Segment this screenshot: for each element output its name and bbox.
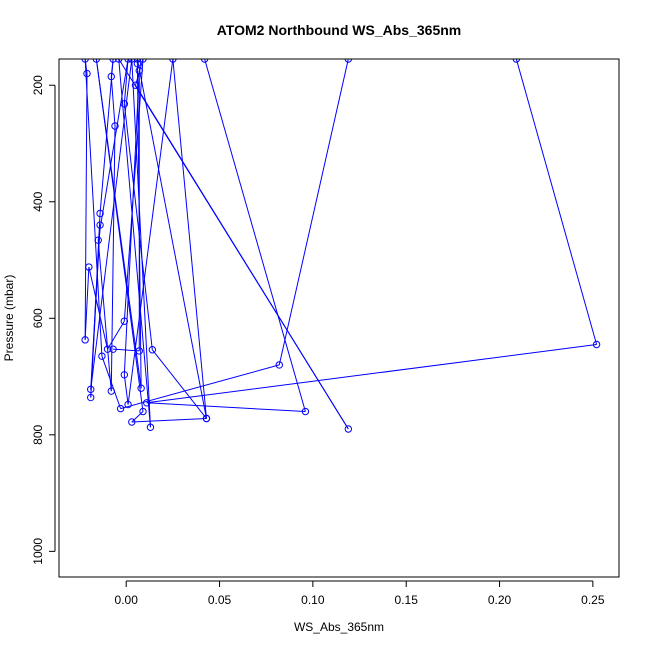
series-line-segment (131, 418, 207, 423)
series-line-segment (146, 402, 306, 413)
data-point (592, 340, 601, 349)
series-line-segment (107, 320, 125, 350)
y-tick-label: 1000 (31, 538, 45, 565)
data-point (109, 59, 117, 63)
series-line-segment (123, 70, 140, 375)
x-tick-label: 0.15 (395, 593, 419, 607)
data-point (135, 347, 143, 355)
data-point (103, 345, 112, 353)
series-line-segment (136, 59, 207, 419)
series-line-segment (110, 126, 116, 392)
series-line-segment (131, 59, 151, 428)
data-point (94, 236, 102, 244)
data-point (200, 59, 209, 63)
series-line-segment (110, 76, 116, 127)
series-line-segment (123, 59, 129, 104)
series-line-segment (118, 59, 349, 430)
data-point (120, 100, 129, 108)
data-point (344, 59, 353, 63)
data-point (116, 404, 125, 413)
series-line-segment (84, 59, 88, 74)
data-point (124, 400, 132, 409)
x-tick-label: 0.10 (301, 593, 325, 607)
data-point (109, 345, 117, 353)
series-line-segment (278, 59, 349, 366)
y-tick-label: 200 (31, 75, 45, 95)
series-line-segment (88, 266, 109, 350)
series-line-segment (84, 266, 90, 340)
chart-title: ATOM2 Northbound WS_Abs_365nm (217, 22, 462, 38)
data-point (512, 59, 521, 63)
series-line-segment (84, 59, 103, 357)
data-point (98, 352, 106, 360)
data-point (139, 59, 147, 63)
data-point (87, 385, 95, 394)
data-point (344, 425, 353, 433)
data-point (92, 59, 101, 63)
y-axis: 200 400 600 800 1000 (31, 75, 56, 565)
series-line-segment (97, 59, 129, 241)
data-point (83, 69, 91, 78)
data-point (96, 209, 104, 218)
series-line-segment (204, 59, 306, 412)
plot-frame (58, 58, 620, 578)
series-layer (81, 59, 601, 433)
data-point (301, 407, 310, 416)
series-line-segment (515, 59, 598, 345)
data-point (135, 66, 143, 75)
data-point (133, 59, 142, 68)
data-point (87, 393, 95, 402)
data-point (81, 336, 89, 344)
y-tick-label: 800 (31, 424, 45, 444)
y-axis-label: Pressure (mbar) (2, 275, 16, 362)
data-point (146, 423, 155, 431)
series-line-segment (123, 374, 129, 405)
y-tick-label: 600 (31, 308, 45, 328)
x-tick-label: 0.05 (208, 593, 232, 607)
data-point (131, 81, 140, 89)
data-point (85, 263, 93, 271)
data-point (275, 361, 283, 369)
data-point (139, 407, 147, 416)
data-point (202, 414, 211, 423)
data-point (169, 59, 177, 63)
data-point (120, 317, 129, 325)
series-line-segment (84, 73, 88, 340)
series-line-segment (172, 59, 207, 419)
series-line-segment (113, 348, 140, 352)
x-axis-label: WS_Abs_365nm (294, 620, 384, 634)
data-point (120, 371, 129, 379)
data-point (143, 399, 151, 407)
data-point (107, 387, 115, 395)
series-line-segment (151, 349, 207, 419)
series-line-segment (146, 344, 597, 404)
data-point (133, 59, 142, 63)
data-point (137, 384, 145, 392)
series-line-segment (90, 59, 133, 390)
data-point (124, 59, 132, 63)
series-line-segment (131, 411, 144, 423)
x-tick-label: 0.20 (488, 593, 512, 607)
x-axis: 0.00 0.05 0.10 0.15 0.20 0.25 (115, 580, 605, 607)
data-point (81, 59, 89, 63)
x-tick-label: 0.00 (115, 593, 139, 607)
data-point (115, 59, 123, 63)
data-point (107, 72, 115, 81)
data-point (128, 418, 136, 426)
x-tick-label: 0.25 (581, 593, 605, 607)
data-point (111, 122, 119, 130)
y-tick-label: 400 (31, 191, 45, 211)
data-point (128, 59, 136, 63)
data-point (96, 221, 104, 229)
series-line-segment (123, 103, 153, 350)
data-point (148, 346, 157, 354)
series-line-segment (97, 240, 112, 392)
series-line-segment (127, 59, 174, 405)
